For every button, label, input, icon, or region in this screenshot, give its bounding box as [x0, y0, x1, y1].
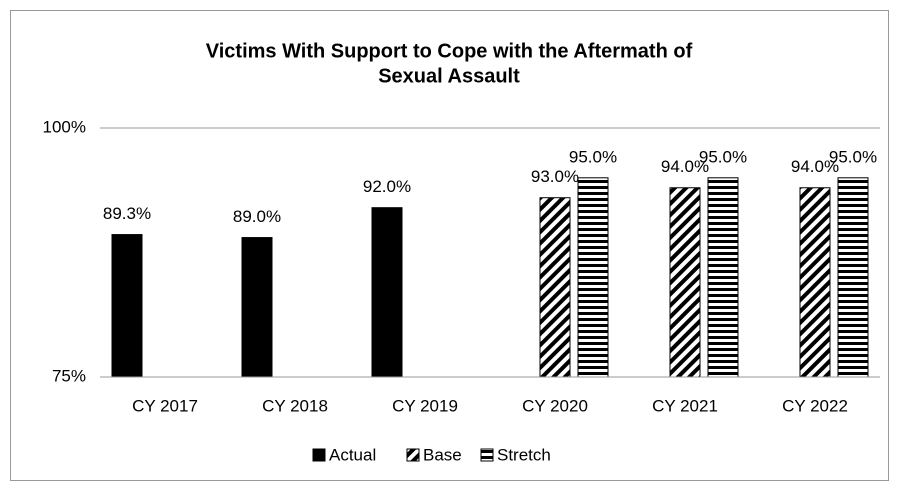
value-label: 95.0%: [569, 147, 617, 166]
chart-title: Victims With Support to Cope with the Af…: [206, 40, 693, 62]
x-tick-label: CY 2020: [522, 396, 588, 415]
bar: [371, 207, 403, 378]
bar: [539, 197, 571, 378]
x-tick-label: CY 2017: [132, 396, 198, 415]
bar: [241, 237, 273, 378]
value-label: 93.0%: [531, 167, 579, 186]
chart-border: [10, 10, 889, 481]
x-tick-label: CY 2018: [262, 396, 328, 415]
x-tick-label: CY 2022: [782, 396, 848, 415]
chart-title: Sexual Assault: [378, 65, 520, 87]
bar: [577, 177, 609, 378]
legend-swatch: [406, 448, 420, 462]
bar: [799, 187, 831, 378]
value-label: 95.0%: [829, 147, 877, 166]
y-tick-label: 100%: [43, 117, 86, 136]
legend-label: Base: [423, 445, 462, 464]
value-label: 92.0%: [363, 177, 411, 196]
bar: [837, 177, 869, 378]
x-tick-label: CY 2021: [652, 396, 718, 415]
y-tick-label: 75%: [52, 366, 86, 385]
value-label: 95.0%: [699, 147, 747, 166]
bar: [707, 177, 739, 378]
x-tick-label: CY 2019: [392, 396, 458, 415]
value-label: 89.3%: [103, 204, 151, 223]
legend-label: Stretch: [497, 445, 551, 464]
value-label: 94.0%: [661, 157, 709, 176]
bar: [669, 187, 701, 378]
bar: [111, 234, 143, 378]
legend-swatch: [312, 448, 326, 462]
value-label: 94.0%: [791, 157, 839, 176]
legend-label: Actual: [329, 445, 376, 464]
legend-swatch: [480, 448, 494, 462]
value-label: 89.0%: [233, 207, 281, 226]
